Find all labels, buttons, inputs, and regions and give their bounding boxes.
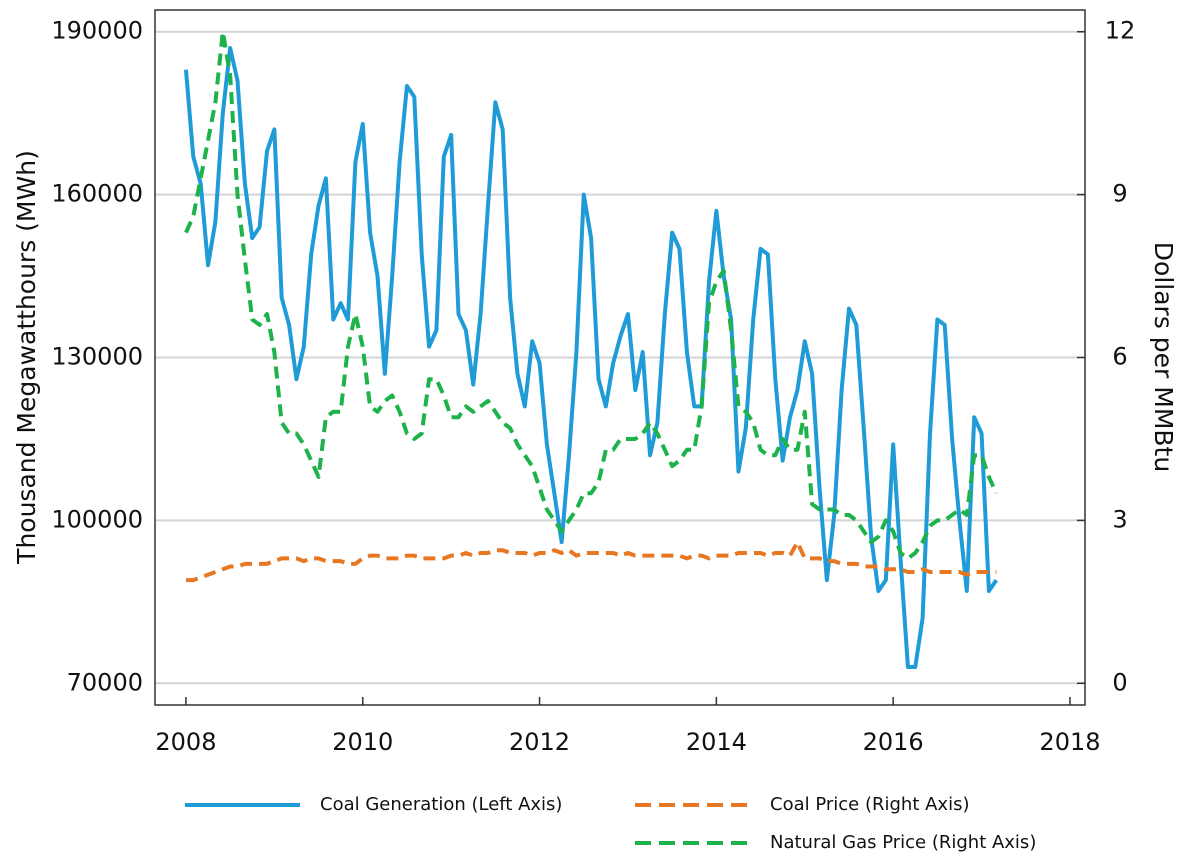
x-tick-label: 2018 — [1039, 728, 1100, 756]
series-line — [184, 29, 999, 561]
y2-axis-label: Dollars per MMBtu — [1149, 242, 1178, 472]
y2-tick-label: 9 — [1112, 180, 1127, 208]
legend-label: Coal Price (Right Axis) — [770, 794, 969, 815]
legend-label: Coal Generation (Left Axis) — [320, 794, 562, 815]
x-tick-label: 2010 — [332, 728, 393, 756]
x-tick-label: 2016 — [863, 728, 924, 756]
y-tick-label: 190000 — [51, 17, 143, 45]
series-line — [185, 540, 997, 583]
plot-frame — [154, 9, 1086, 706]
y2-tick-label: 6 — [1112, 343, 1127, 371]
y-tick-label: 100000 — [51, 505, 143, 533]
x-tick-label: 2014 — [686, 728, 747, 756]
series-line — [183, 46, 998, 669]
y-tick-label: 70000 — [67, 668, 143, 696]
y-tick-label: 130000 — [51, 343, 143, 371]
y2-tick-label: 3 — [1112, 505, 1127, 533]
y2-tick-label: 0 — [1112, 668, 1127, 696]
y2-tick-label: 12 — [1105, 17, 1136, 45]
y-axis-label: Thousand Megawatthours (MWh) — [12, 150, 41, 565]
x-tick-label: 2008 — [155, 728, 216, 756]
x-tick-label: 2012 — [509, 728, 570, 756]
y-tick-label: 160000 — [51, 180, 143, 208]
legend-label: Natural Gas Price (Right Axis) — [770, 832, 1036, 853]
